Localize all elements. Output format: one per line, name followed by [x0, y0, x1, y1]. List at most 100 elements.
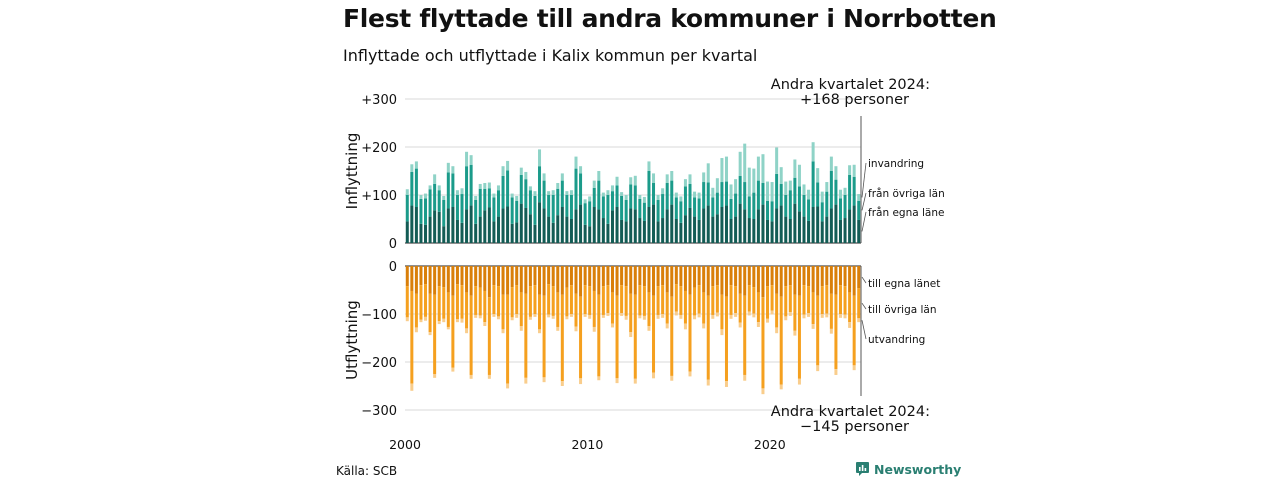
bar-segment	[524, 179, 528, 208]
bar-segment	[496, 190, 500, 217]
bar-segment	[857, 219, 861, 243]
bar-segment	[706, 266, 710, 296]
bar-segment	[624, 199, 628, 222]
bar-segment	[428, 189, 432, 217]
bar-segment	[551, 195, 555, 223]
bar-segment	[852, 205, 856, 243]
bar-segment	[724, 296, 728, 382]
bar-segment	[547, 216, 551, 243]
bar-segment	[601, 218, 605, 243]
bar-segment	[820, 286, 824, 314]
bar-segment	[647, 171, 651, 207]
bar-segment	[465, 328, 469, 334]
annotation-line-2: −145 personer	[800, 419, 909, 435]
bar-segment	[469, 155, 473, 165]
bar-segment	[579, 166, 583, 174]
bar-segment	[797, 295, 801, 379]
bar-segment	[633, 266, 637, 295]
bar-segment	[583, 285, 587, 314]
bar-segment	[556, 188, 560, 216]
x-tick-label: 2000	[389, 437, 421, 452]
bar-segment	[693, 287, 697, 316]
bar-segment	[501, 329, 505, 334]
bar-segment	[761, 204, 765, 243]
bar-segment	[793, 177, 797, 204]
bar-segment	[779, 205, 783, 243]
source-note: Källa: SCB	[336, 464, 398, 478]
bar-segment	[793, 266, 797, 295]
bar-segment	[565, 195, 569, 217]
brand-logo[interactable]: Newsworthy	[855, 461, 961, 477]
bar-segment	[784, 286, 788, 317]
bar-segment	[656, 314, 660, 319]
bar-segment	[857, 194, 861, 201]
bar-segment	[465, 266, 469, 293]
bar-segment	[679, 196, 683, 202]
bar-segment	[756, 266, 760, 293]
bar-segment	[697, 219, 701, 243]
bar-segment	[410, 171, 414, 206]
bar-segment	[715, 192, 719, 215]
bar-segment	[770, 266, 774, 286]
bar-segment	[679, 314, 683, 319]
bar-segment	[551, 222, 555, 243]
bar-segment	[542, 377, 546, 383]
bar-segment	[825, 285, 829, 314]
bar-segment	[820, 221, 824, 243]
bar-segment	[542, 266, 546, 296]
bar-segment	[533, 314, 537, 317]
bar-segment	[629, 208, 633, 243]
bar-segment	[720, 266, 724, 295]
bar-segment	[446, 326, 450, 330]
bar-segment	[770, 182, 774, 202]
bar-segment	[766, 266, 770, 287]
bar-segment	[711, 286, 715, 315]
bar-segment	[724, 156, 728, 182]
bar-segment	[711, 187, 715, 198]
bar-segment	[588, 226, 592, 243]
bar-segment	[807, 189, 811, 200]
bar-segment	[633, 209, 637, 243]
y-axis-label: Utflyttning	[343, 300, 361, 380]
bar-segment	[738, 293, 742, 323]
bar-segment	[697, 198, 701, 220]
chart-title: Flest flyttade till andra kommuner i Nor…	[343, 4, 997, 33]
y-axis-label: Inflyttning	[343, 133, 361, 210]
bar-segment	[446, 292, 450, 327]
bar-segment	[428, 185, 432, 190]
bar-segment	[519, 203, 523, 243]
bar-segment	[674, 219, 678, 243]
bar-segment	[838, 219, 842, 243]
bar-segment	[615, 185, 619, 207]
bar-segment	[693, 216, 697, 243]
bar-segment	[478, 266, 482, 288]
bar-segment	[770, 201, 774, 222]
bar-segment	[665, 266, 669, 293]
bar-segment	[560, 381, 564, 386]
y-tick-label: −100	[361, 308, 397, 323]
bar-segment	[610, 266, 614, 293]
bar-segment	[455, 319, 459, 323]
bar-segment	[556, 266, 560, 293]
bar-segment	[711, 314, 715, 319]
bar-segment	[451, 295, 455, 368]
bar-segment	[661, 218, 665, 243]
bar-segment	[469, 205, 473, 243]
bar-segment	[405, 286, 409, 318]
bar-segment	[720, 294, 724, 330]
bar-segment	[838, 189, 842, 199]
bar-segment	[424, 284, 428, 317]
bar-segment	[734, 286, 738, 314]
annotation-line-1: Andra kvartalet 2024:	[771, 404, 930, 420]
bar-segment	[638, 195, 642, 199]
bar-segment	[560, 294, 564, 382]
bar-segment	[565, 316, 569, 320]
bar-segment	[788, 190, 792, 219]
bar-segment	[624, 286, 628, 316]
bar-segment	[638, 285, 642, 316]
bar-segment	[752, 168, 756, 193]
bar-segment	[697, 192, 701, 199]
bar-segment	[788, 180, 792, 191]
x-tick-label: 2020	[754, 437, 786, 452]
bar-segment	[802, 314, 806, 319]
